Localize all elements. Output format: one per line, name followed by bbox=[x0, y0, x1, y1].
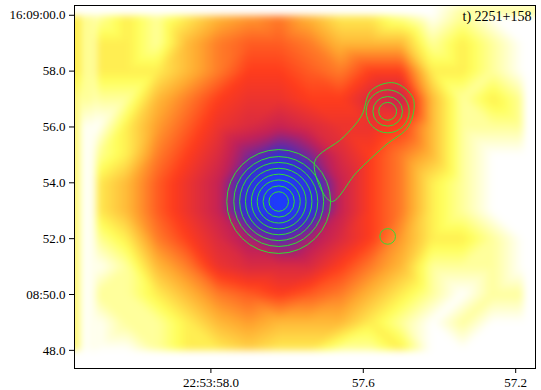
svg-text:48.0: 48.0 bbox=[43, 343, 66, 358]
svg-text:16:09:00.0: 16:09:00.0 bbox=[10, 7, 66, 22]
svg-text:t) 2251+158: t) 2251+158 bbox=[463, 9, 532, 25]
svg-text:22:53:58.0: 22:53:58.0 bbox=[183, 375, 239, 390]
svg-text:57.6: 57.6 bbox=[352, 375, 375, 390]
svg-text:52.0: 52.0 bbox=[43, 231, 66, 246]
svg-text:57.2: 57.2 bbox=[504, 375, 527, 390]
svg-text:58.0: 58.0 bbox=[43, 63, 66, 78]
svg-text:56.0: 56.0 bbox=[43, 119, 66, 134]
svg-text:08:50.0: 08:50.0 bbox=[26, 287, 65, 302]
svg-text:54.0: 54.0 bbox=[43, 175, 66, 190]
